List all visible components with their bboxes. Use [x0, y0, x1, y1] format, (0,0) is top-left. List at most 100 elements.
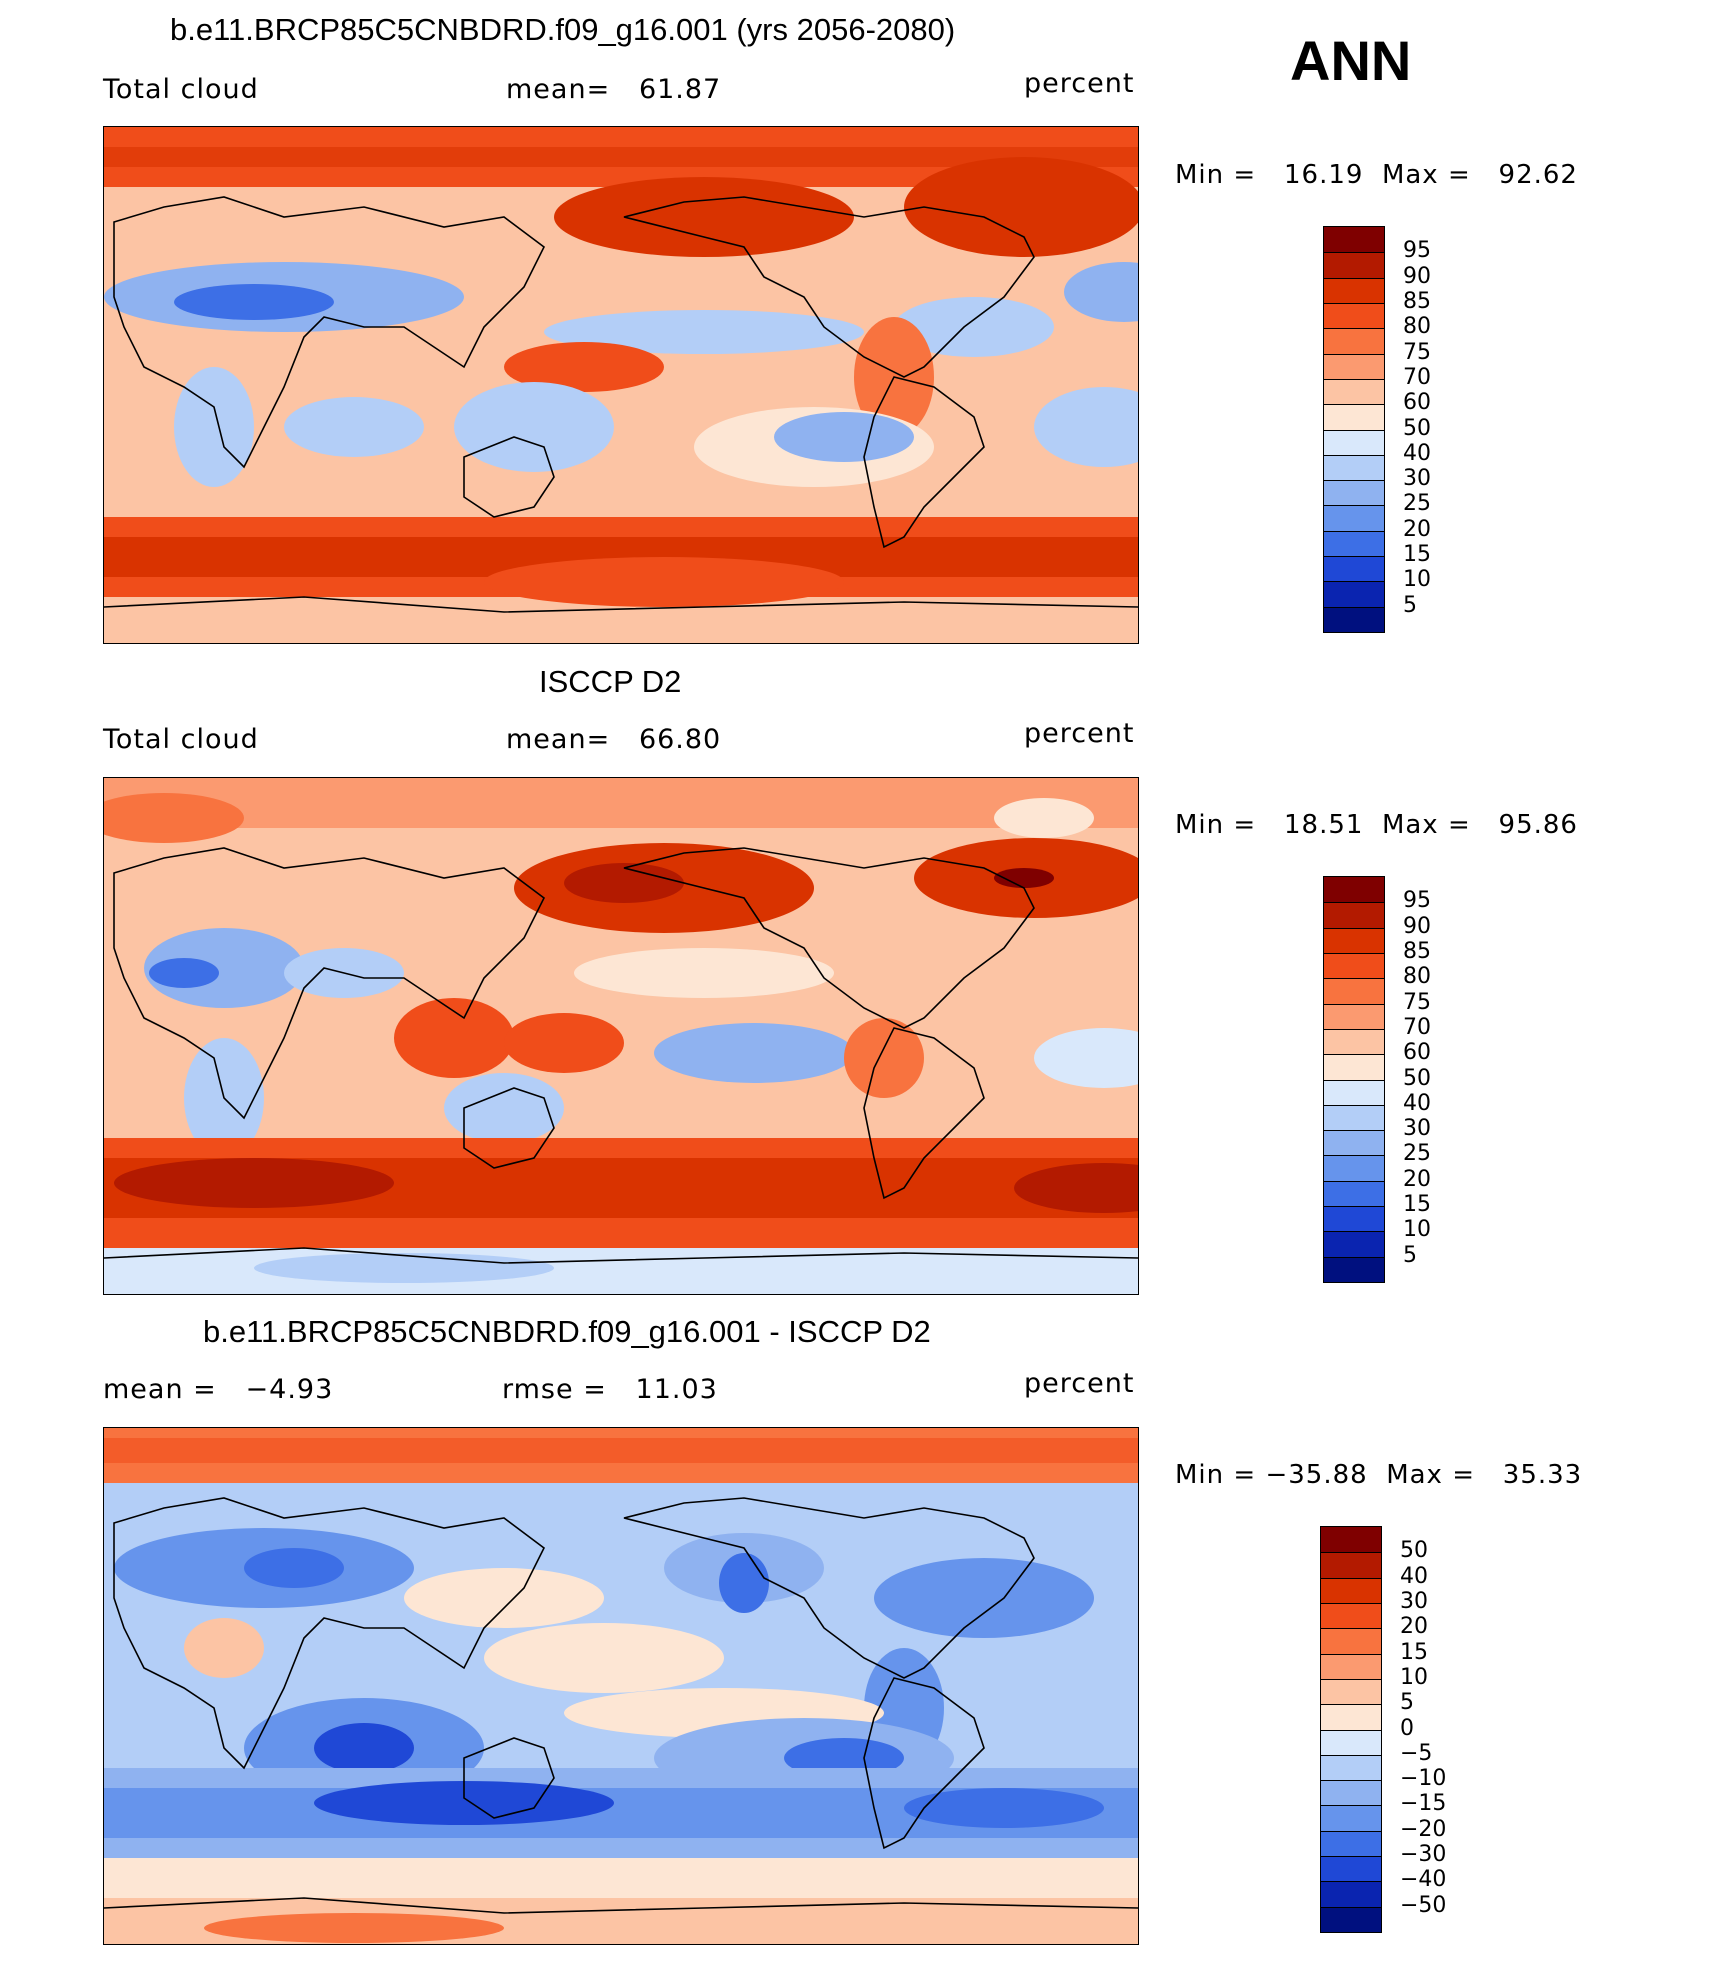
colorbar-swatch — [1324, 877, 1384, 903]
colorbar-tick-label: 20 — [1400, 1614, 1428, 1640]
colorbar-swatch — [1324, 581, 1384, 607]
colorbar-swatch — [1321, 1780, 1381, 1806]
colorbar-tick-label: 40 — [1403, 1090, 1431, 1116]
colorbar-tick-label: 95 — [1403, 888, 1431, 914]
colorbar-swatch — [1321, 1729, 1381, 1755]
colorbar-swatch — [1324, 252, 1384, 278]
colorbar-swatch — [1321, 1628, 1381, 1654]
colorbar-swatch — [1324, 1104, 1384, 1131]
colorbar-swatch — [1321, 1754, 1381, 1781]
colorbar-swatch — [1324, 227, 1384, 253]
panel2-title: ISCCP D2 — [539, 664, 682, 699]
colorbar-tick-label: 25 — [1403, 1141, 1431, 1167]
colorbar-swatch — [1324, 277, 1384, 303]
colorbar-tick-label: 10 — [1403, 1217, 1431, 1243]
colorbar-tick-label: 20 — [1403, 1166, 1431, 1192]
colorbar-swatch — [1324, 556, 1384, 582]
colorbar-swatch — [1324, 1180, 1384, 1207]
panel3-minmax: Min = −35.88 Max = 35.33 — [1175, 1460, 1583, 1490]
colorbar-swatch — [1321, 1527, 1381, 1553]
season-label: ANN — [1290, 29, 1412, 92]
colorbar-swatch — [1324, 952, 1384, 979]
colorbar-swatch — [1324, 1003, 1384, 1029]
colorbar-tick-label: −40 — [1400, 1867, 1447, 1893]
colorbar-tick-label: 40 — [1400, 1563, 1428, 1589]
colorbar-tick-label: 0 — [1400, 1715, 1414, 1741]
panel1-title: b.e11.BRCP85C5CNBDRD.f09_g16.001 (yrs 20… — [170, 12, 956, 47]
panel1-units-label: percent — [1024, 68, 1135, 99]
colorbar-swatch — [1324, 606, 1384, 632]
colorbar-tick-label: −30 — [1400, 1842, 1447, 1868]
colorbar-swatch — [1324, 1028, 1384, 1055]
colorbar-tick-label: 50 — [1403, 415, 1431, 441]
colorbar-swatch — [1324, 302, 1384, 329]
colorbar-tick-label: −5 — [1400, 1740, 1433, 1766]
colorbar-tick-label: 20 — [1403, 516, 1431, 542]
colorbar-tick-label: 15 — [1403, 542, 1431, 568]
panel1-map-field — [104, 127, 1138, 643]
panel3-title: b.e11.BRCP85C5CNBDRD.f09_g16.001 - ISCCP… — [203, 1314, 931, 1349]
colorbar-tick-label: −20 — [1400, 1816, 1447, 1842]
colorbar-tick-label: 5 — [1403, 592, 1417, 618]
colorbar-tick-label: 10 — [1403, 567, 1431, 593]
colorbar-swatch — [1321, 1678, 1381, 1705]
colorbar-swatch — [1324, 328, 1384, 354]
colorbar-tick-label: 50 — [1400, 1538, 1428, 1564]
panel3-rmse-label: rmse = 11.03 — [502, 1374, 718, 1405]
panel2-map-field — [104, 778, 1138, 1294]
colorbar-tick-label: 10 — [1400, 1664, 1428, 1690]
colorbar-swatch — [1321, 1704, 1381, 1730]
colorbar-tick-label: 95 — [1403, 238, 1431, 264]
colorbar-tick-label: 90 — [1403, 913, 1431, 939]
panel3-map — [103, 1427, 1139, 1945]
colorbar-swatch — [1321, 1906, 1381, 1932]
colorbar-swatch — [1321, 1653, 1381, 1679]
colorbar-swatch — [1321, 1552, 1381, 1578]
colorbar-swatch — [1324, 480, 1384, 506]
colorbar-swatch — [1321, 1881, 1381, 1907]
colorbar-swatch — [1321, 1830, 1381, 1857]
colorbar-tick-label: 25 — [1403, 491, 1431, 517]
colorbar-tick-label: 85 — [1403, 288, 1431, 314]
colorbar-swatch — [1324, 1079, 1384, 1105]
colorbar-tick-label: 60 — [1403, 390, 1431, 416]
panel2-colorbar — [1323, 876, 1385, 1283]
panel3-colorbar — [1320, 1526, 1382, 1933]
colorbar-tick-label: 15 — [1400, 1639, 1428, 1665]
colorbar-tick-label: 5 — [1400, 1690, 1414, 1716]
colorbar-swatch — [1321, 1577, 1381, 1603]
colorbar-swatch — [1324, 1206, 1384, 1232]
panel1-colorbar — [1323, 226, 1385, 633]
colorbar-swatch — [1321, 1805, 1381, 1831]
colorbar-swatch — [1324, 429, 1384, 455]
colorbar-swatch — [1324, 404, 1384, 430]
colorbar-swatch — [1324, 1231, 1384, 1257]
colorbar-tick-label: 30 — [1403, 1116, 1431, 1142]
colorbar-tick-label: 75 — [1403, 989, 1431, 1015]
colorbar-swatch — [1324, 505, 1384, 531]
colorbar-swatch — [1324, 927, 1384, 953]
colorbar-tick-label: 70 — [1403, 1014, 1431, 1040]
colorbar-swatch — [1324, 902, 1384, 928]
panel3-mean-label: mean = −4.93 — [103, 1374, 334, 1405]
panel1-map — [103, 126, 1139, 644]
panel2-map — [103, 777, 1139, 1295]
panel3-units-label: percent — [1024, 1368, 1135, 1399]
panel1-minmax: Min = 16.19 Max = 92.62 — [1175, 160, 1578, 190]
colorbar-swatch — [1324, 1256, 1384, 1282]
colorbar-tick-label: −10 — [1400, 1766, 1447, 1792]
colorbar-tick-label: −50 — [1400, 1892, 1447, 1918]
colorbar-swatch — [1321, 1602, 1381, 1629]
colorbar-swatch — [1324, 353, 1384, 379]
colorbar-swatch — [1321, 1856, 1381, 1882]
colorbar-tick-label: 30 — [1403, 466, 1431, 492]
colorbar-swatch — [1324, 530, 1384, 557]
panel2-mean-label: mean= 66.80 — [506, 724, 722, 755]
colorbar-swatch — [1324, 1054, 1384, 1080]
colorbar-swatch — [1324, 1130, 1384, 1156]
colorbar-tick-label: 75 — [1403, 339, 1431, 365]
panel2-units-label: percent — [1024, 718, 1135, 749]
colorbar-swatch — [1324, 454, 1384, 481]
colorbar-tick-label: −15 — [1400, 1791, 1447, 1817]
panel2-minmax: Min = 18.51 Max = 95.86 — [1175, 810, 1578, 840]
